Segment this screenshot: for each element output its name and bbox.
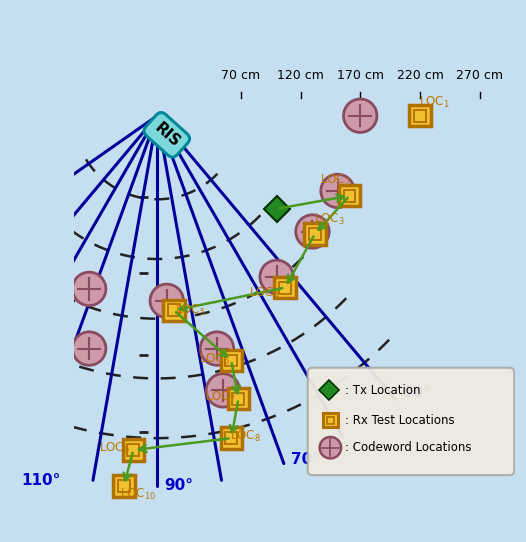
Text: 270 cm: 270 cm <box>456 69 503 82</box>
FancyBboxPatch shape <box>163 300 185 321</box>
Text: 110°: 110° <box>21 473 60 488</box>
FancyBboxPatch shape <box>113 475 135 496</box>
FancyBboxPatch shape <box>339 185 360 207</box>
Text: 70°: 70° <box>291 453 320 468</box>
Circle shape <box>73 272 106 306</box>
Text: 90°: 90° <box>165 479 194 493</box>
Text: LOC$_8$: LOC$_8$ <box>230 429 261 444</box>
FancyBboxPatch shape <box>323 413 338 428</box>
FancyBboxPatch shape <box>228 388 249 409</box>
Circle shape <box>343 99 377 132</box>
Text: 220 cm: 220 cm <box>397 69 443 82</box>
Text: : Tx Location: : Tx Location <box>345 384 420 397</box>
Text: LOC$_6$: LOC$_6$ <box>199 352 230 367</box>
FancyBboxPatch shape <box>123 440 144 461</box>
Circle shape <box>321 174 355 208</box>
Text: LOC$_9$: LOC$_9$ <box>99 441 129 456</box>
Circle shape <box>200 332 234 365</box>
Text: LOC$_4$: LOC$_4$ <box>249 286 280 301</box>
Text: 50°: 50° <box>402 385 431 399</box>
Text: 70 cm: 70 cm <box>221 69 260 82</box>
Text: : Rx Test Locations: : Rx Test Locations <box>345 414 454 427</box>
Text: 170 cm: 170 cm <box>337 69 384 82</box>
Circle shape <box>260 260 294 294</box>
Text: : Codeword Locations: : Codeword Locations <box>345 441 471 454</box>
Text: LOC$_{10}$: LOC$_{10}$ <box>120 487 156 502</box>
Text: LOC$_7$: LOC$_7$ <box>205 390 236 405</box>
FancyBboxPatch shape <box>220 428 242 449</box>
Circle shape <box>150 284 184 318</box>
Text: 120 cm: 120 cm <box>277 69 324 82</box>
Circle shape <box>320 437 341 459</box>
Circle shape <box>206 373 240 407</box>
Text: LOC$_2$: LOC$_2$ <box>320 173 350 188</box>
FancyBboxPatch shape <box>409 105 431 126</box>
Text: LOC$_1$: LOC$_1$ <box>419 95 450 110</box>
FancyBboxPatch shape <box>304 223 326 244</box>
Text: LOC$_5$: LOC$_5$ <box>175 303 206 318</box>
FancyBboxPatch shape <box>220 350 242 371</box>
Circle shape <box>73 332 106 365</box>
Text: LOC$_3$: LOC$_3$ <box>314 212 345 227</box>
FancyBboxPatch shape <box>274 277 296 299</box>
FancyBboxPatch shape <box>308 367 514 475</box>
Circle shape <box>296 215 329 248</box>
Text: RIS: RIS <box>151 120 183 150</box>
